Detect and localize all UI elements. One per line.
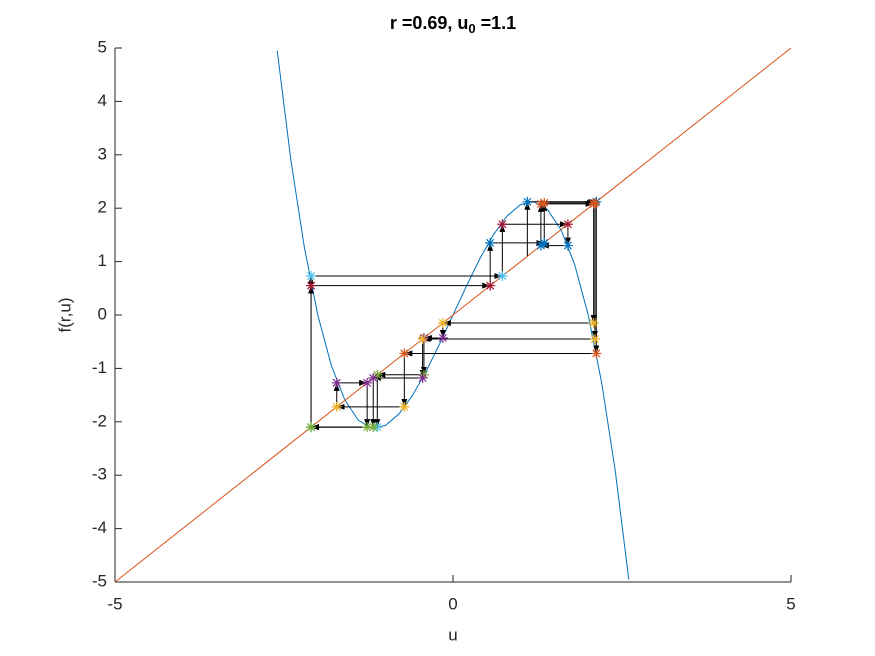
star-marker [362,377,373,388]
title-text: r =0.69, u [390,13,469,33]
y-tick-label: -5 [92,571,107,590]
title-suffix: =1.1 [476,13,517,33]
star-marker [418,369,429,380]
y-tick-label: 2 [98,198,107,217]
star-marker [497,219,508,230]
star-marker [485,237,496,248]
star-marker [589,334,600,345]
star-marker [539,197,550,208]
y-tick-label: -2 [92,411,107,430]
x-axis-label: u [448,625,457,644]
star-marker [331,377,342,388]
y-tick-label: 4 [98,91,107,110]
y-tick-label: 1 [98,251,107,270]
y-tick-label: 5 [98,37,107,56]
star-marker [399,401,410,412]
y-tick-label: 0 [98,304,107,323]
star-marker [368,422,379,433]
star-marker [485,280,496,291]
y-axis-label: f(r,u) [55,298,74,333]
y-tick-label: 3 [98,144,107,163]
star-marker [306,271,317,282]
y-tick-label: -1 [92,358,107,377]
star-marker [539,237,550,248]
star-marker [437,318,448,329]
star-marker [497,271,508,282]
x-tick-label: 0 [448,594,457,613]
star-marker [372,369,383,380]
x-tick-label: -5 [107,594,122,613]
star-marker [591,348,602,359]
title-subscript: 0 [468,21,475,36]
star-marker [522,196,533,207]
star-marker [331,401,342,412]
star-marker [417,373,428,384]
star-marker [306,280,317,291]
star-marker [562,240,573,251]
x-tick-label: 5 [786,594,795,613]
y-tick-label: -3 [92,465,107,484]
star-marker [437,332,448,343]
star-marker [535,198,546,209]
star-marker [417,334,428,345]
star-marker [306,422,317,433]
star-marker [588,318,599,329]
star-marker [368,373,379,384]
y-tick-label: -4 [92,518,107,537]
chart-title: r =0.69, u0 =1.1 [390,13,516,37]
star-marker [362,422,373,433]
star-marker [562,219,573,230]
star-marker [589,197,600,208]
curve [114,47,792,583]
star-marker [399,348,410,359]
